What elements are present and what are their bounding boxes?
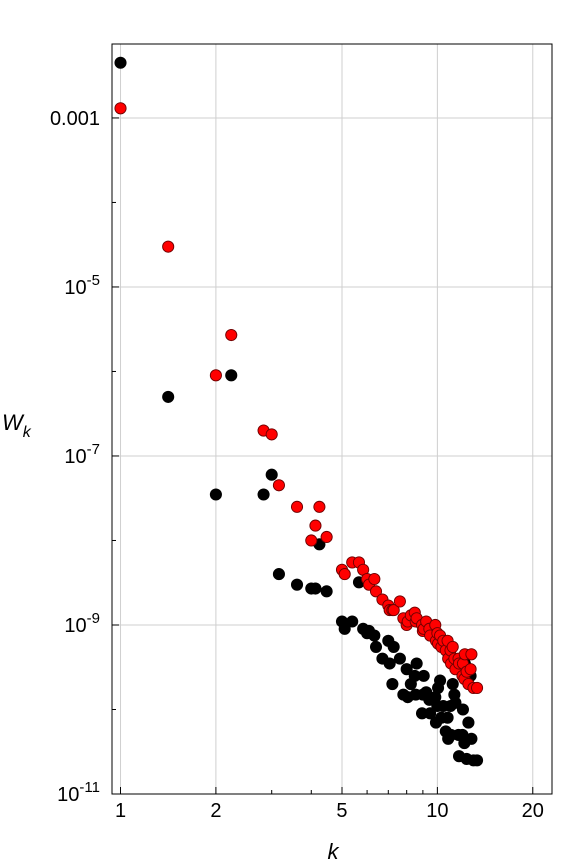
- plot-frame: [111, 43, 553, 795]
- data-point: [410, 657, 423, 670]
- y-axis-label-subscript: k: [23, 424, 32, 441]
- data-point: [257, 488, 270, 501]
- data-point: [309, 519, 322, 532]
- data-point: [449, 696, 462, 709]
- y-axis-label-main: W: [2, 410, 25, 435]
- minor-ticks: [112, 117, 534, 795]
- data-point: [369, 585, 383, 598]
- data-point: [465, 648, 478, 661]
- data-point: [465, 732, 478, 745]
- data-point: [441, 711, 454, 724]
- y-tick-exponent: -11: [79, 779, 100, 796]
- y-tick-base: 10: [64, 615, 86, 637]
- data-point: [424, 707, 437, 720]
- data-point: [387, 604, 400, 617]
- y-tick-label: 0.001: [50, 108, 100, 130]
- data-point: [471, 754, 484, 767]
- x-tick-label: 2: [210, 800, 221, 822]
- data-point: [383, 657, 396, 670]
- data-point: [162, 240, 175, 253]
- data-point: [290, 578, 304, 591]
- x-tick-label: 5: [336, 800, 347, 822]
- data-point: [265, 428, 278, 441]
- data-point: [462, 716, 475, 729]
- y-tick-base: 10: [64, 446, 86, 468]
- data-point: [386, 678, 399, 691]
- data-point: [114, 102, 127, 115]
- data-point: [393, 652, 406, 665]
- data-point: [209, 369, 222, 382]
- x-axis-label: k: [328, 839, 340, 864]
- series-1: [114, 102, 484, 694]
- data-point: [446, 678, 459, 691]
- data-point: [346, 615, 359, 628]
- data-point: [434, 674, 447, 687]
- data-point: [162, 390, 175, 403]
- data-point: [338, 568, 351, 581]
- data-point: [272, 479, 285, 492]
- data-point: [209, 488, 222, 501]
- y-tick-label: 10-9: [64, 610, 100, 637]
- data-point: [265, 468, 278, 481]
- data-point: [290, 500, 304, 513]
- x-tick-labels: 1 2 5 10 20: [115, 800, 544, 822]
- data-point: [400, 663, 413, 676]
- data-point: [369, 640, 383, 653]
- data-point: [309, 582, 322, 595]
- data-point: [464, 663, 477, 676]
- series-0: [114, 56, 484, 767]
- data-point: [387, 640, 400, 653]
- points-layer: [114, 56, 484, 767]
- y-tick-base: 10: [57, 784, 79, 806]
- y-axis-label: Wk: [2, 410, 32, 441]
- data-point: [313, 500, 326, 513]
- y-tick-label: 10-11: [57, 779, 100, 806]
- data-point: [393, 595, 406, 608]
- data-point: [446, 640, 459, 653]
- data-point: [320, 585, 333, 598]
- data-point: [417, 669, 430, 682]
- data-point: [368, 572, 381, 586]
- data-point: [471, 681, 484, 694]
- y-tick-exponent: -7: [87, 441, 100, 458]
- data-point: [338, 622, 351, 635]
- x-tick-label: 10: [426, 800, 448, 822]
- data-point: [456, 703, 470, 716]
- data-point: [114, 56, 127, 69]
- data-point: [225, 369, 238, 382]
- data-point: [272, 568, 285, 581]
- y-tick-label: 10-5: [64, 272, 100, 299]
- y-tick-exponent: -5: [87, 272, 100, 289]
- x-tick-label: 1: [115, 800, 126, 822]
- data-point: [305, 534, 318, 547]
- data-point: [320, 530, 333, 544]
- grid-layer: [112, 44, 552, 795]
- y-tick-exponent: -9: [87, 610, 100, 627]
- y-tick-label: 10-7: [64, 441, 100, 468]
- data-point: [368, 629, 381, 642]
- data-point: [225, 328, 238, 342]
- y-tick-base: 10: [64, 277, 86, 299]
- x-tick-label: 20: [522, 800, 544, 822]
